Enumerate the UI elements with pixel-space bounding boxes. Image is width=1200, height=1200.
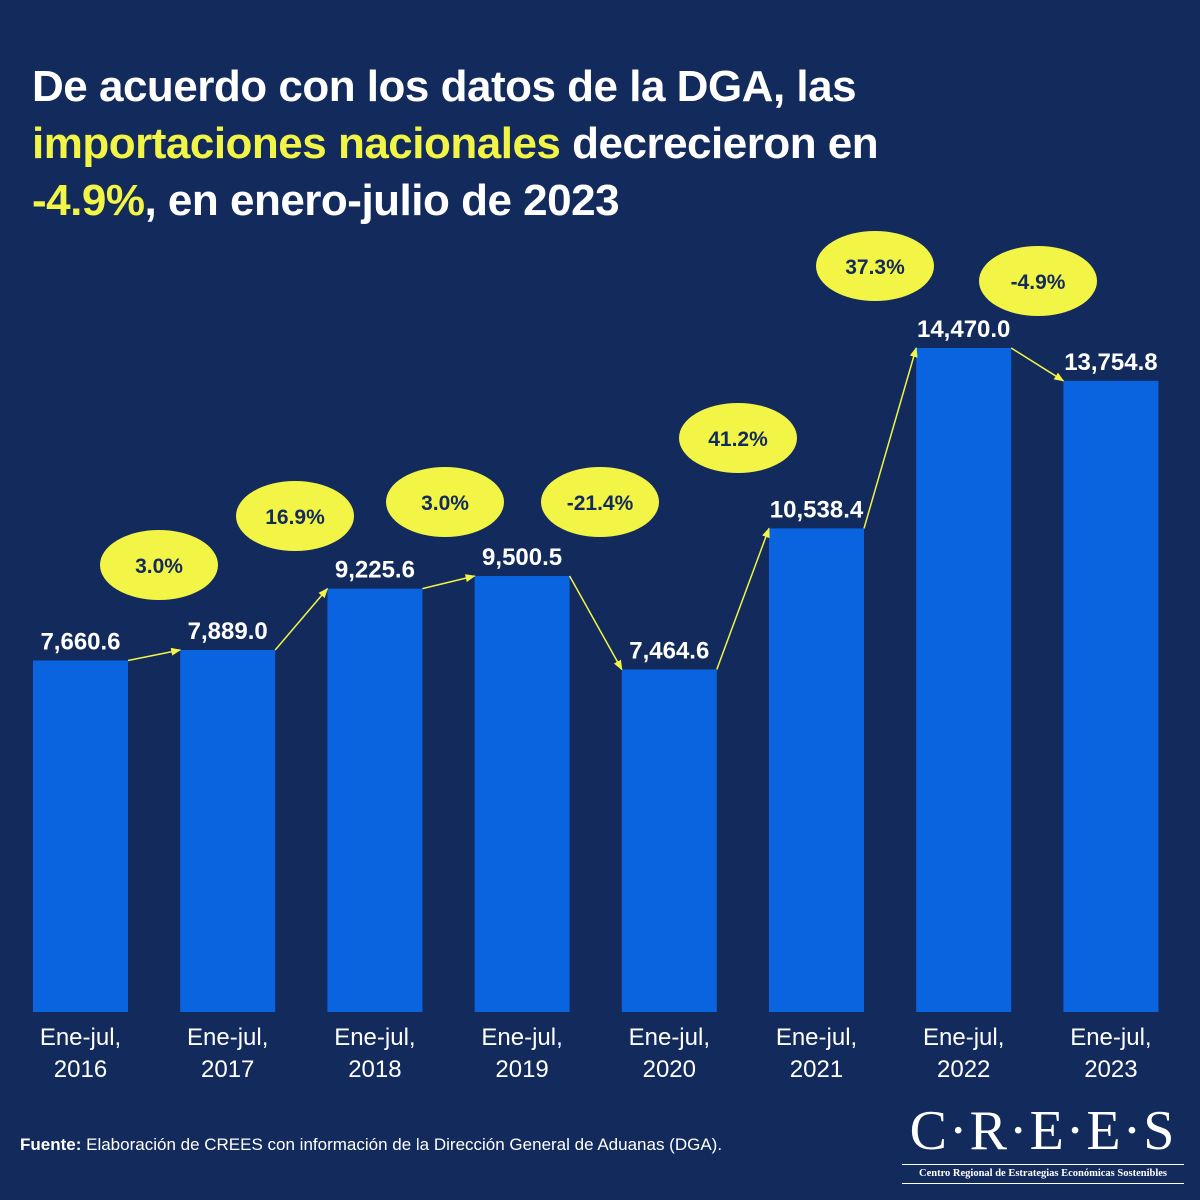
growth-bubble [100,530,218,600]
value-label: 9,225.6 [335,557,415,584]
value-label: 13,754.8 [1064,349,1157,376]
category-label-line2: 2021 [790,1056,843,1083]
growth-arrow [1010,347,1065,382]
bar [769,528,864,1012]
title-highlight-rate: -4.9% [32,176,145,225]
growth-arrow [716,527,770,670]
growth-arrow [863,347,918,529]
bar [180,649,276,1012]
arrows-layer [127,347,1065,671]
bar [327,588,423,1012]
category-label-line2: 2023 [1084,1056,1137,1083]
growth-rate-label: 3.0% [421,492,469,515]
value-label: 9,500.5 [482,544,562,571]
growth-bubble [679,403,797,473]
growth-rate-label: 3.0% [135,555,183,578]
value-label: 7,660.6 [40,628,120,655]
title-part-3: , en enero-julio de 2023 [144,176,620,225]
growth-bubbles-layer: 3.0% 16.9% 3.0% -21.4% 41.2% 37.3% -4.9% [100,231,1097,600]
bar-chart: 3.0% 16.9% 3.0% -21.4% 41.2% 37.3% -4.9% 7,660… [33,231,1159,1083]
chart-title: De acuerdo con los datos de la DGA, las … [32,58,1172,229]
category-label-line1: Ene-jul, [40,1024,121,1051]
growth-rate-label: -4.9% [1011,271,1066,294]
category-label-line1: Ene-jul, [187,1024,268,1051]
bar [621,669,717,1012]
growth-bubble [816,231,934,301]
logo-divider [902,1164,1184,1165]
bar [916,348,1012,1012]
category-label-line1: Ene-jul, [1070,1024,1151,1051]
logo-name: C·R·E·E·S [909,1100,1177,1162]
title-part-2: decrecieron en [560,119,879,168]
growth-arrow [568,575,623,671]
bar [33,660,128,1012]
logo-subtitle: Centro Regional de Estrategias Económica… [918,1168,1167,1179]
bars-layer [33,348,1159,1013]
category-label-line2: 2022 [937,1056,990,1083]
labels-layer: 7,660.6 Ene-jul, 2016 7,889.0 Ene-jul, 2017 9,… [40,316,1158,1083]
category-label-line2: 2018 [348,1056,401,1083]
growth-bubble [541,467,659,537]
bar [474,576,570,1012]
value-label: 14,470.0 [917,316,1010,343]
category-label-line1: Ene-jul, [629,1024,710,1051]
growth-rate-label: 16.9% [265,506,325,529]
source-label: Fuente: [20,1135,82,1154]
value-label: 10,538.4 [770,496,864,523]
growth-arrow [127,647,182,662]
growth-rate-label: -21.4% [567,492,634,515]
category-label-line1: Ene-jul, [334,1024,415,1051]
source-note: Fuente: Elaboración de CREES con informa… [20,1135,722,1155]
growth-arrow [422,574,476,590]
growth-bubble [236,481,354,551]
crees-logo: C·R·E·E·S Centro Regional de Estrategias… [902,1100,1184,1184]
value-label: 7,464.6 [629,637,709,664]
source-text: Elaboración de CREES con información de … [81,1135,723,1154]
logo-divider-bottom [902,1183,1184,1184]
growth-rate-label: 41.2% [708,428,768,451]
growth-rate-label: 37.3% [845,256,905,279]
title-part-1: De acuerdo con los datos de la DGA, las [32,62,857,111]
category-label-line2: 2019 [495,1056,548,1083]
category-label-line1: Ene-jul, [923,1024,1004,1051]
category-label-line1: Ene-jul, [481,1024,562,1051]
category-label-line1: Ene-jul, [776,1024,857,1051]
growth-bubble [979,246,1097,316]
category-label-line2: 2017 [201,1056,254,1083]
value-label: 7,889.0 [188,618,268,645]
category-label-line2: 2020 [643,1056,696,1083]
title-highlight-imports: importaciones nacionales [32,119,561,168]
category-label-line2: 2016 [54,1056,107,1083]
bar [1063,380,1159,1013]
growth-arrow [274,587,329,651]
growth-bubble [386,467,504,537]
